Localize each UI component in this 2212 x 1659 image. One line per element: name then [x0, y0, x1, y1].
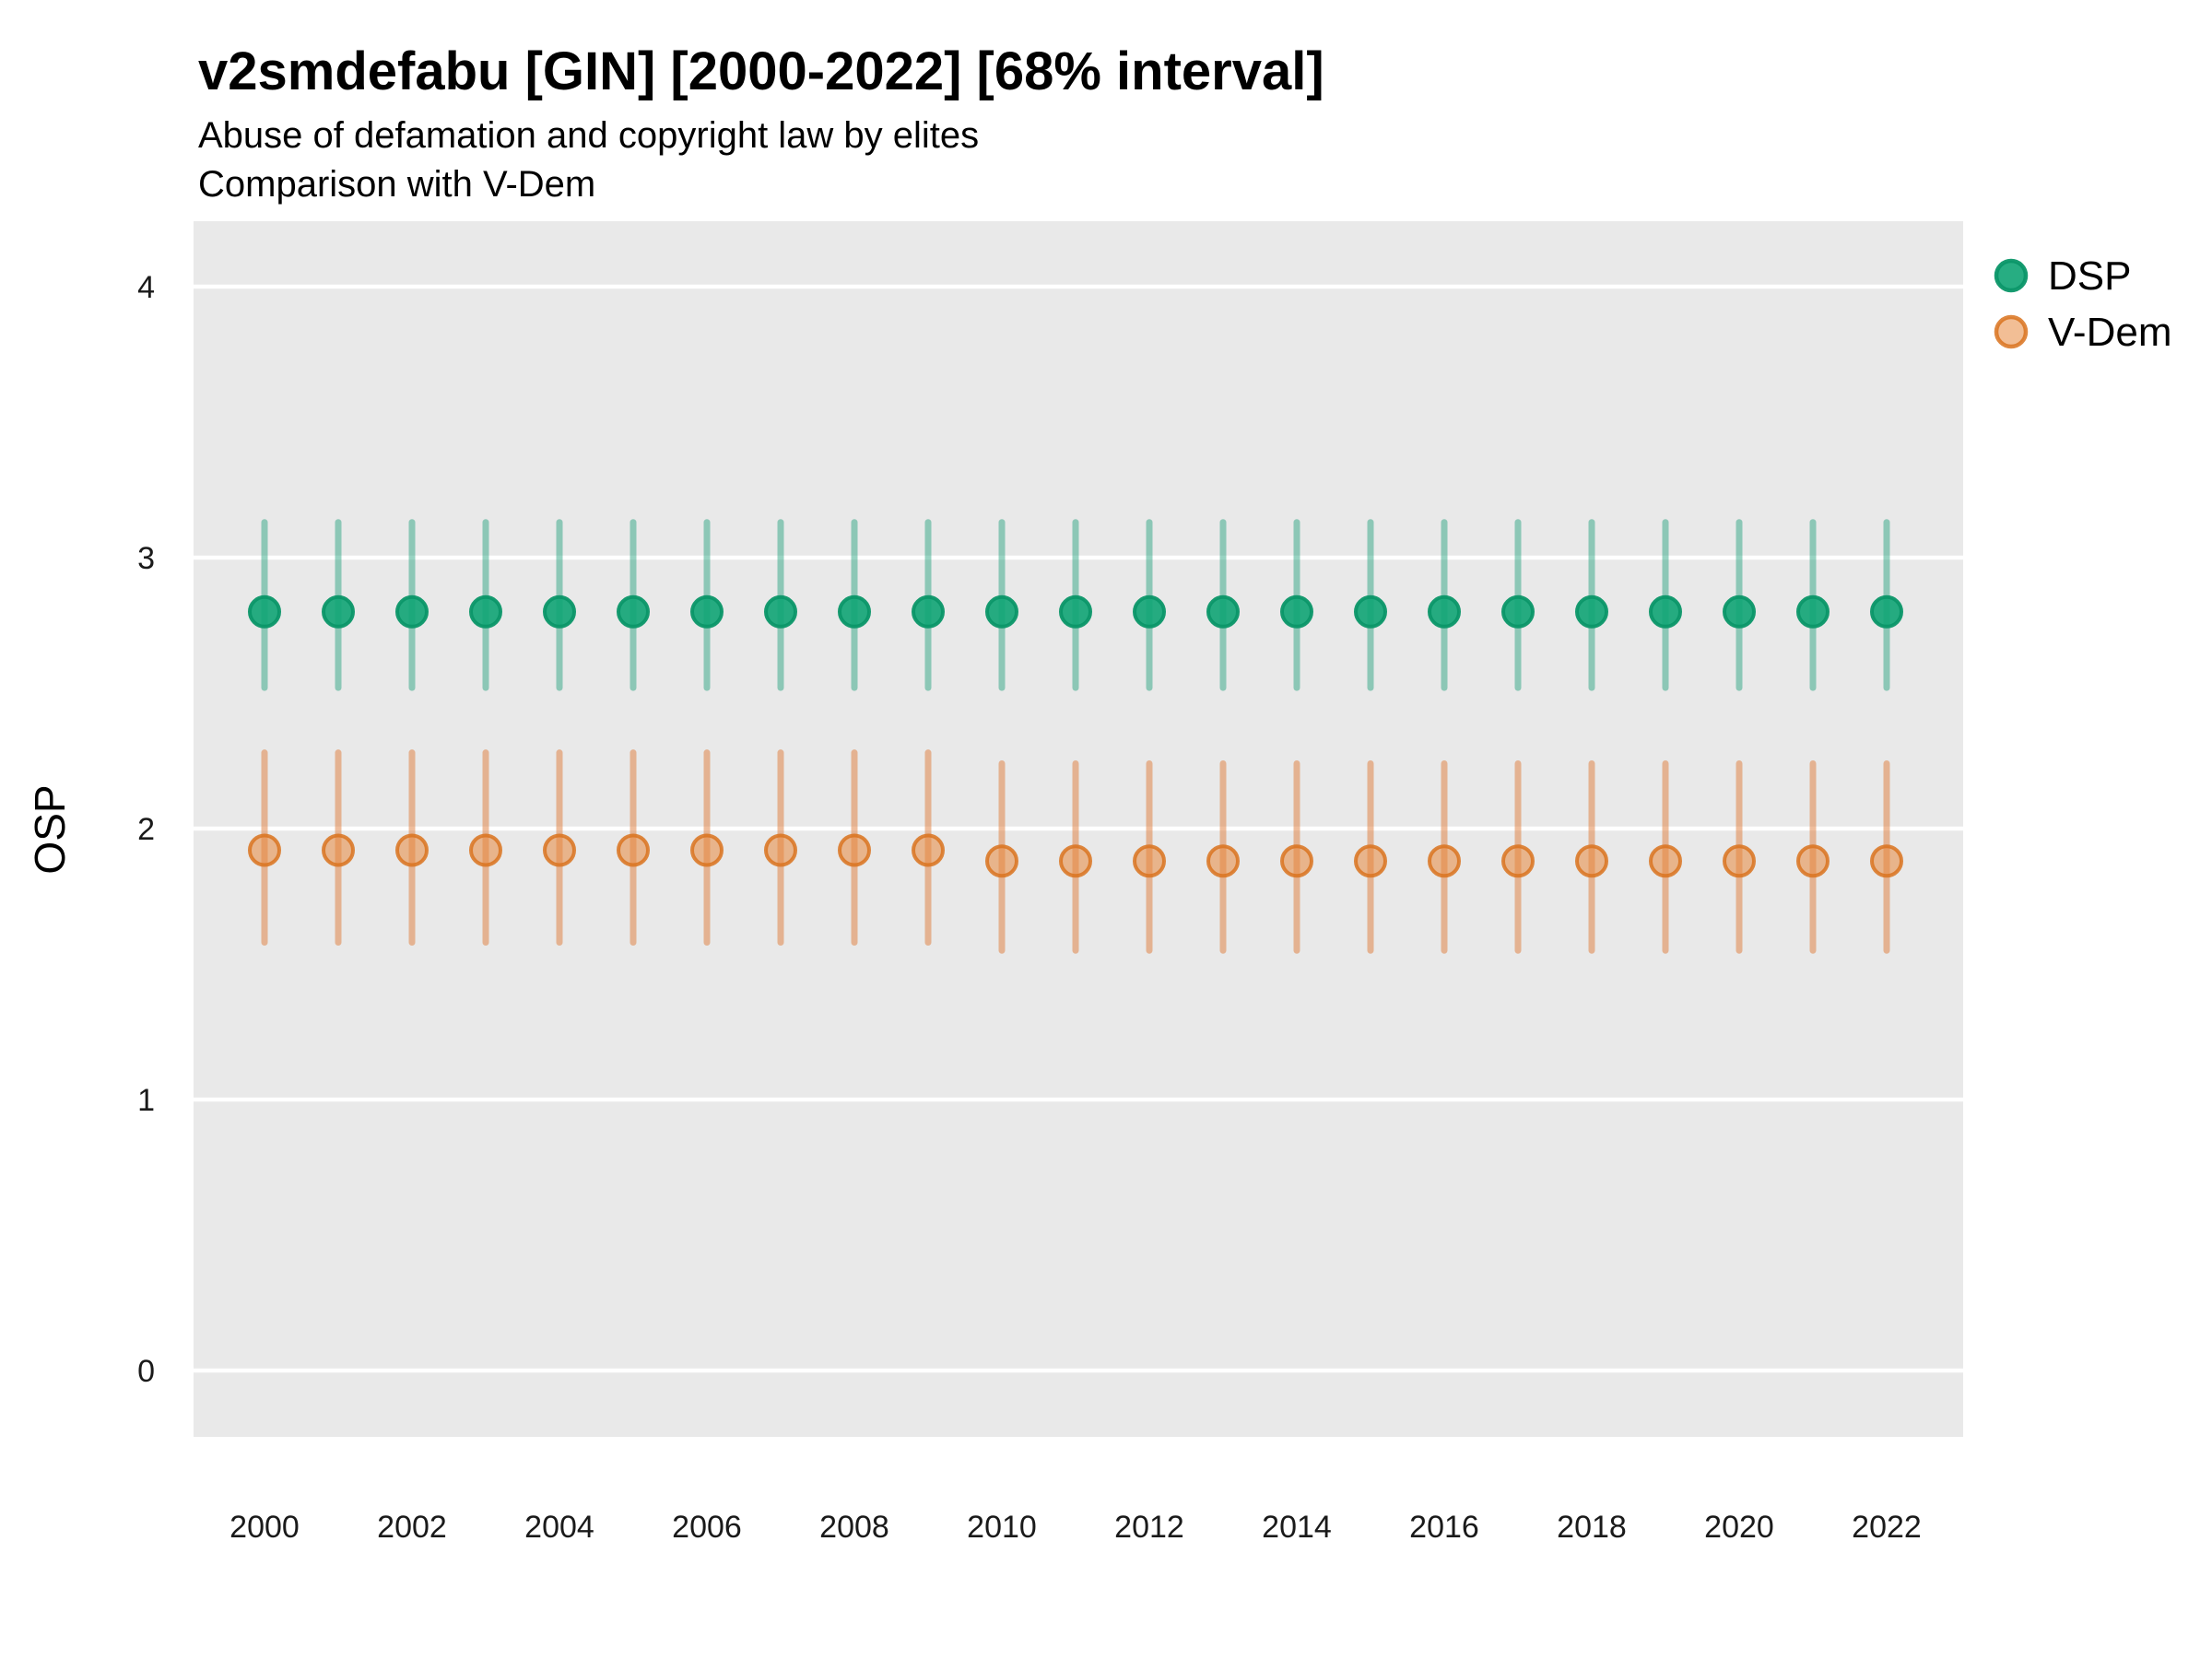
x-tick-label-2016: 2016	[1409, 1510, 1479, 1545]
point-dsp-2013	[1206, 594, 1240, 629]
point-v-dem-2005	[617, 833, 650, 867]
point-v-dem-2002	[395, 833, 429, 867]
point-v-dem-2013	[1206, 844, 1240, 878]
point-dsp-2017	[1501, 594, 1535, 629]
point-v-dem-2020	[1723, 844, 1756, 878]
point-v-dem-2014	[1280, 844, 1313, 878]
x-tick-label-2006: 2006	[672, 1510, 742, 1545]
point-v-dem-2022	[1870, 844, 1903, 878]
point-dsp-2007	[764, 594, 797, 629]
point-v-dem-2011	[1059, 844, 1092, 878]
point-dsp-2003	[469, 594, 502, 629]
point-v-dem-2017	[1501, 844, 1535, 878]
point-v-dem-2006	[690, 833, 724, 867]
point-v-dem-2018	[1575, 844, 1608, 878]
data-points	[248, 594, 1903, 878]
point-v-dem-2012	[1133, 844, 1166, 878]
x-tick-label-2014: 2014	[1262, 1510, 1332, 1545]
point-v-dem-2015	[1354, 844, 1387, 878]
point-v-dem-2001	[322, 833, 355, 867]
x-tick-label-2012: 2012	[1114, 1510, 1184, 1545]
point-dsp-2009	[912, 594, 945, 629]
point-dsp-2004	[543, 594, 576, 629]
x-tick-label-2020: 2020	[1704, 1510, 1774, 1545]
chart-title: v2smdefabu [GIN] [2000-2022] [68% interv…	[198, 41, 1324, 101]
y-tick-label-1: 1	[137, 1083, 155, 1118]
point-dsp-2012	[1133, 594, 1166, 629]
y-tick-label-3: 3	[137, 541, 155, 576]
chart-subtitle-line1: Abuse of defamation and copyright law by…	[198, 115, 979, 156]
point-dsp-2001	[322, 594, 355, 629]
point-v-dem-2003	[469, 833, 502, 867]
point-dsp-2014	[1280, 594, 1313, 629]
point-dsp-2019	[1649, 594, 1682, 629]
legend-label-vdem: V-Dem	[2048, 310, 2171, 355]
point-v-dem-2021	[1796, 844, 1830, 878]
x-tick-label-2000: 2000	[229, 1510, 300, 1545]
x-tick-labels: 2000 2002 2004 2006 2008 2010 2012 2014 2016 2018…	[229, 1510, 1922, 1545]
point-dsp-2010	[985, 594, 1018, 629]
point-dsp-2005	[617, 594, 650, 629]
x-tick-label-2022: 2022	[1852, 1510, 1922, 1545]
point-dsp-2022	[1870, 594, 1903, 629]
legend-marker-dsp	[1994, 258, 2029, 293]
point-v-dem-2004	[543, 833, 576, 867]
x-tick-label-2008: 2008	[819, 1510, 889, 1545]
point-dsp-2011	[1059, 594, 1092, 629]
point-v-dem-2016	[1428, 844, 1461, 878]
point-v-dem-2008	[838, 833, 871, 867]
x-tick-label-2010: 2010	[967, 1510, 1037, 1545]
point-dsp-2002	[395, 594, 429, 629]
point-v-dem-2019	[1649, 844, 1682, 878]
point-v-dem-2009	[912, 833, 945, 867]
legend-label-dsp: DSP	[2048, 253, 2131, 299]
point-dsp-2021	[1796, 594, 1830, 629]
x-tick-label-2002: 2002	[377, 1510, 447, 1545]
x-tick-label-2004: 2004	[524, 1510, 594, 1545]
point-dsp-2020	[1723, 594, 1756, 629]
point-dsp-2018	[1575, 594, 1608, 629]
x-tick-label-2018: 2018	[1557, 1510, 1627, 1545]
y-tick-label-4: 4	[137, 270, 155, 305]
point-dsp-2016	[1428, 594, 1461, 629]
y-tick-labels: 0 1 2 3 4	[137, 270, 155, 1389]
point-dsp-2000	[248, 594, 281, 629]
point-v-dem-2010	[985, 844, 1018, 878]
point-v-dem-2007	[764, 833, 797, 867]
y-tick-label-0: 0	[137, 1354, 155, 1389]
point-dsp-2008	[838, 594, 871, 629]
point-dsp-2015	[1354, 594, 1387, 629]
point-dsp-2006	[690, 594, 724, 629]
chart-subtitle-line2: Comparison with V-Dem	[198, 164, 595, 205]
legend: DSP V-Dem	[1994, 253, 2171, 355]
y-axis-title: OSP	[26, 784, 74, 874]
y-tick-label-2: 2	[137, 812, 155, 847]
point-v-dem-2000	[248, 833, 281, 867]
legend-marker-vdem	[1994, 314, 2029, 349]
